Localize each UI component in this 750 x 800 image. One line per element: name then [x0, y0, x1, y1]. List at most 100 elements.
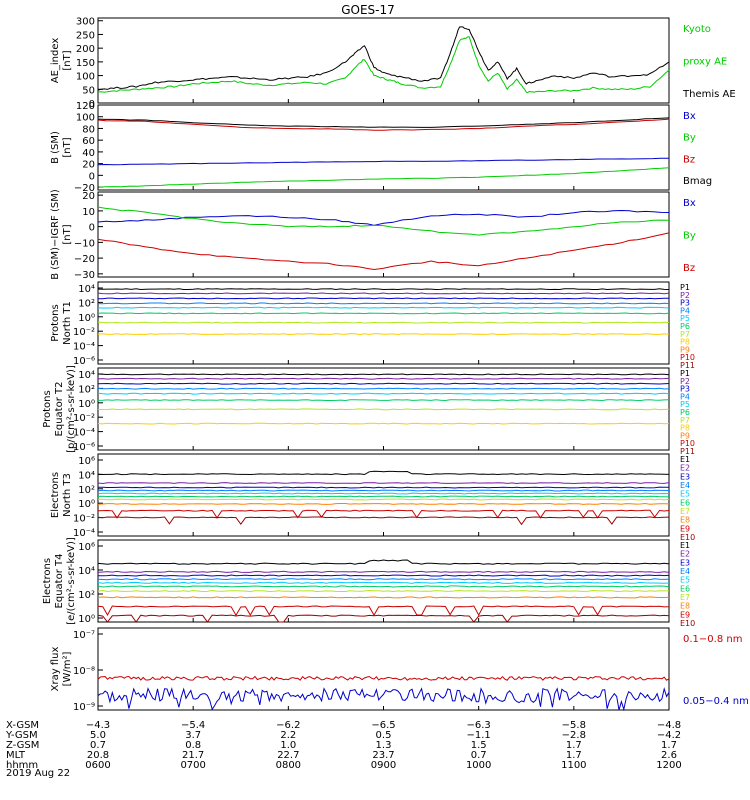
series-line-e8 — [97, 596, 670, 599]
legend-entry: E2 — [680, 464, 690, 473]
x-tick-label: 0.5 — [376, 730, 392, 741]
legend-entry: Bmag — [683, 176, 712, 187]
y-axis-label: Electrons — [50, 472, 61, 518]
x-row-label: X-GSM — [6, 720, 39, 731]
series-line-p5 — [97, 392, 670, 395]
x-tick-label: 0900 — [371, 760, 396, 771]
y-axis-label: Equator T2 — [54, 382, 65, 437]
series-line-p4 — [97, 302, 670, 305]
y-tick-label: 10⁻⁷ — [73, 630, 95, 641]
legend-entry: Bz — [683, 154, 695, 165]
y-axis-label: North T1 — [62, 301, 73, 345]
legend-entry: E6 — [680, 498, 690, 507]
legend-entry: Bz — [683, 263, 695, 274]
y-tick-label: 10 — [82, 207, 95, 218]
legend-entry: proxy AE — [683, 57, 727, 68]
panel-frame — [97, 539, 670, 623]
legend-entry: By — [683, 133, 696, 144]
series-line-e5 — [97, 492, 670, 495]
panel-4: 10⁴ 10² 10⁰ 10⁻² 10⁻⁴ 10⁻⁶ Protons North T1 P1P2… — [50, 281, 695, 370]
x-tick-label: 1100 — [561, 760, 586, 771]
series-line-by — [97, 206, 670, 236]
legend-entry: P7 — [680, 330, 690, 339]
x-tick-label: 1.7 — [566, 750, 582, 761]
legend-entry: P3 — [680, 299, 690, 308]
series-line-p5 — [97, 306, 670, 309]
series-line-p6 — [97, 312, 670, 315]
y-axis-label: [W/m²] — [62, 651, 73, 686]
y-tick-label: 80 — [82, 124, 95, 135]
y-tick-label: 10⁻⁴ — [73, 428, 95, 439]
series-line-p2 — [97, 377, 670, 380]
x-tick-label: −6.5 — [371, 720, 395, 731]
series-line-p7 — [97, 321, 670, 324]
x-tick-label: 1.7 — [566, 740, 582, 751]
y-tick-label: 300 — [76, 17, 95, 28]
x-tick-label: −6.3 — [467, 720, 491, 731]
legend-entry: P2 — [680, 291, 690, 300]
y-tick-label: 50 — [82, 85, 95, 96]
series-line-p1 — [97, 373, 670, 376]
legend-entry: E3 — [680, 558, 690, 567]
legend-entry: P1 — [680, 369, 690, 378]
panel-8: 10⁻⁷ 10⁻⁸ 10⁻⁹ Xray flux [W/m²] 0.1−0.8 nm 0.0… — [50, 627, 749, 713]
legend-entry: P6 — [680, 322, 690, 331]
legend-entry: E10 — [680, 533, 695, 542]
y-tick-label: 10⁰ — [78, 313, 95, 324]
y-axis-label: Equator T4 — [54, 554, 65, 609]
y-tick-label: 10⁻² — [73, 327, 95, 338]
y-axis-label: AE_index — [50, 38, 61, 84]
x-axis-table: X-GSMY-GSMZ-GSMMLThhmm−4.35.00.720.80600… — [5, 720, 682, 771]
x-tick-label: −4.3 — [86, 720, 110, 731]
y-axis-label: Electrons — [42, 558, 53, 604]
y-tick-label: 40 — [82, 148, 95, 159]
panel-frame — [97, 17, 670, 104]
panel-1: 300 250 200 150 100 50 0 AE_index [nT] Kyoto proxy… — [50, 17, 736, 110]
legend-entry: E9 — [680, 524, 690, 533]
y-tick-label: 10⁻⁶ — [73, 356, 95, 367]
legend-entry: P8 — [680, 338, 690, 347]
legend-entry: P10 — [680, 439, 695, 448]
y-tick-label: 20 — [82, 160, 95, 171]
y-tick-label: −30 — [74, 270, 95, 281]
date-label: 2019 Aug 22 — [6, 768, 70, 779]
x-tick-label: 21.7 — [182, 750, 204, 761]
series-line-p8 — [97, 333, 670, 336]
x-tick-label: 22.7 — [277, 750, 299, 761]
y-tick-label: 10⁴ — [78, 370, 95, 381]
x-tick-label: 1.0 — [280, 740, 296, 751]
y-tick-label: 10⁻⁶ — [73, 442, 95, 453]
y-tick-label: 10⁻² — [73, 413, 95, 424]
y-axis-label: Protons — [42, 390, 53, 427]
panel-frame — [97, 627, 670, 711]
x-tick-label: 23.7 — [372, 750, 394, 761]
x-tick-label: 1.3 — [376, 740, 392, 751]
series-line-e5 — [97, 581, 670, 584]
y-tick-label: 10⁻² — [73, 514, 95, 525]
y-tick-label: 10⁶ — [78, 456, 95, 467]
legend-entry: E2 — [680, 550, 690, 559]
legend-entry: P6 — [680, 408, 690, 417]
legend-entry: E5 — [680, 490, 690, 499]
y-tick-label: 100 — [76, 113, 95, 124]
series-line-0-1-0-8-nm — [97, 675, 670, 681]
legend-entry: P3 — [680, 385, 690, 394]
y-tick-label: 10² — [78, 384, 95, 395]
x-tick-label: 0.7 — [471, 750, 487, 761]
series-line-p6 — [97, 399, 670, 402]
x-tick-label: −5.8 — [562, 720, 586, 731]
y-tick-label: 10⁴ — [78, 470, 95, 481]
y-tick-label: 60 — [82, 136, 95, 147]
y-axis-label: North T3 — [62, 473, 73, 517]
panel-3: 20 10 0 −10 −20 −30 B (SM)−IGRF (SM) [nT] Bx By Bz — [50, 189, 696, 281]
y-tick-label: 20 — [82, 191, 95, 202]
series-line-p2 — [97, 292, 670, 295]
y-axis-label: B (SM)−IGRF (SM) — [50, 189, 61, 280]
x-tick-label: 0.8 — [185, 740, 201, 751]
series-line-e10 — [97, 614, 670, 623]
series-line-e4 — [97, 489, 670, 492]
y-tick-label: 10⁻⁹ — [73, 702, 95, 713]
panel-frame — [97, 453, 670, 537]
